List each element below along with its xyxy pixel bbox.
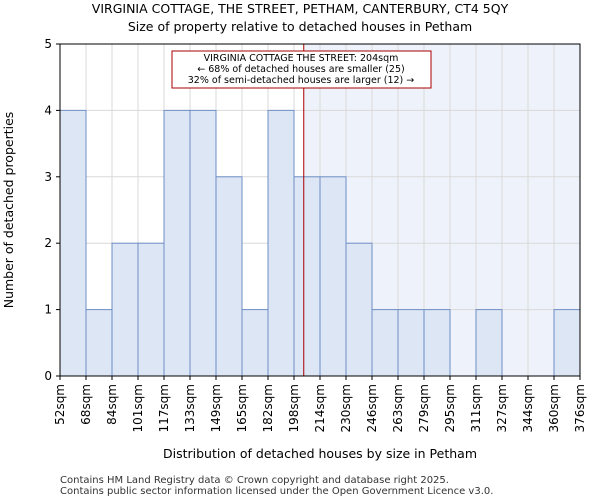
bar-133sqm xyxy=(189,109,217,377)
x-tick-label: 165sqm xyxy=(235,384,249,432)
y-tick-label: 5 xyxy=(44,37,52,51)
bar-52sqm xyxy=(59,109,87,377)
x-tick-label: 263sqm xyxy=(391,384,405,432)
bar-149sqm xyxy=(215,176,243,377)
x-tick-label: 344sqm xyxy=(521,384,535,432)
x-tick-label: 68sqm xyxy=(79,384,93,425)
y-tick-label: 3 xyxy=(44,170,52,184)
x-tick-label: 52sqm xyxy=(53,384,67,425)
x-tick-label: 182sqm xyxy=(261,384,275,432)
bar-279sqm xyxy=(423,309,451,377)
x-axis-label: Distribution of detached houses by size … xyxy=(163,446,477,461)
x-tick-label: 376sqm xyxy=(573,384,587,432)
bar-117sqm xyxy=(163,109,191,377)
bar-360sqm xyxy=(553,309,581,377)
bar-230sqm xyxy=(345,242,373,377)
x-tick-label: 133sqm xyxy=(183,384,197,432)
x-tick-label: 84sqm xyxy=(105,384,119,425)
bar-101sqm xyxy=(137,242,165,377)
bar-214sqm xyxy=(319,176,347,377)
y-tick-label: 2 xyxy=(44,236,52,250)
x-tick-label: 101sqm xyxy=(131,384,145,432)
bar-263sqm xyxy=(397,309,425,377)
chart-subtitle: Size of property relative to detached ho… xyxy=(128,19,472,34)
bar-182sqm xyxy=(267,109,295,377)
annotation: VIRGINIA COTTAGE THE STREET: 204sqm ← 68… xyxy=(171,50,432,89)
bars xyxy=(59,109,581,377)
bar-311sqm xyxy=(475,309,503,377)
x-tick-label: 198sqm xyxy=(287,384,301,432)
x-tick-label: 279sqm xyxy=(417,384,431,432)
chart-title: VIRGINIA COTTAGE, THE STREET, PETHAM, CA… xyxy=(92,1,509,16)
x-tick-label: 214sqm xyxy=(313,384,327,432)
x-tick-label: 360sqm xyxy=(547,384,561,432)
y-tick-label: 0 xyxy=(44,369,52,383)
x-tick-label: 327sqm xyxy=(495,384,509,432)
y-axis-ticks: 0 1 2 3 4 5 xyxy=(44,37,60,383)
annotation-line-2: ← 68% of detached houses are smaller (25… xyxy=(197,64,404,75)
x-tick-label: 311sqm xyxy=(469,384,483,432)
x-axis-ticks: 52sqm 68sqm 84sqm 101sqm 117sqm 133sqm 149sqm 1… xyxy=(53,376,587,432)
y-tick-label: 4 xyxy=(44,103,52,117)
annotation-line-3: 32% of semi-detached houses are larger (… xyxy=(188,75,415,86)
annotation-line-1: VIRGINIA COTTAGE THE STREET: 204sqm xyxy=(204,53,399,64)
footer-line-1: Contains HM Land Registry data © Crown c… xyxy=(60,475,449,486)
x-tick-label: 117sqm xyxy=(157,384,171,432)
x-tick-label: 230sqm xyxy=(339,384,353,432)
x-tick-label: 295sqm xyxy=(443,384,457,432)
y-tick-label: 1 xyxy=(44,303,52,317)
bar-84sqm xyxy=(111,242,139,377)
x-tick-label: 149sqm xyxy=(209,384,223,432)
y-axis-label: Number of detached properties xyxy=(1,112,16,309)
bar-165sqm xyxy=(241,309,269,377)
bar-246sqm xyxy=(371,309,399,377)
x-tick-label: 246sqm xyxy=(365,384,379,432)
bar-198sqm xyxy=(293,176,321,377)
annotation-box xyxy=(171,50,432,89)
footer-line-2: Contains public sector information licen… xyxy=(60,486,493,497)
plot-area: 0 1 2 3 4 5 52sqm 68sqm 84sqm 101sqm 117sqm 133sqm… xyxy=(44,37,587,432)
bar-68sqm xyxy=(85,309,113,377)
